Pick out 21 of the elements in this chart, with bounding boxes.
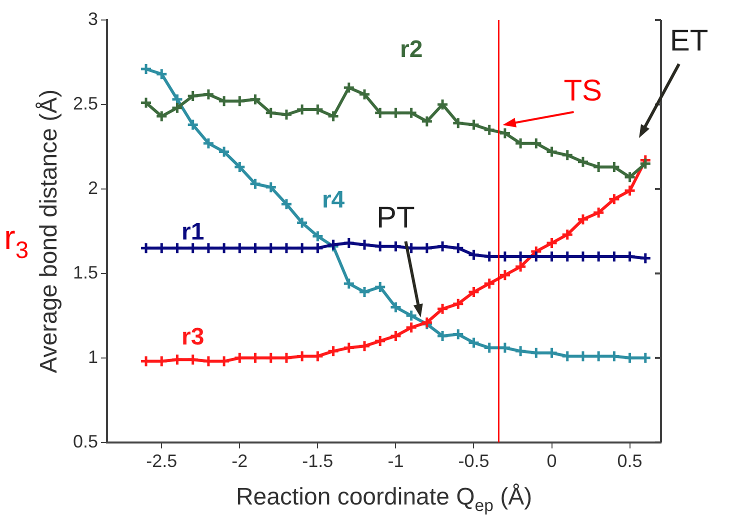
ref-line-label: TS [564, 74, 602, 108]
x-tick-label: -1.5 [302, 451, 334, 472]
x-tick-label: 0 [546, 451, 557, 472]
x-tick-label: -0.5 [458, 451, 490, 472]
series-label: r4 [322, 186, 346, 214]
y-tick-label: 2.5 [72, 93, 98, 114]
y-tick-label: 2 [88, 178, 98, 198]
y-tick-label: 3 [88, 8, 98, 29]
series-label: r1 [182, 218, 204, 246]
text: ET [670, 24, 708, 58]
annotation: PT [376, 202, 415, 235]
series-label: r3 [182, 323, 204, 350]
x-tick-label: -2 [232, 451, 248, 472]
y-tick-label: 1.5 [72, 262, 98, 282]
series-label: r2 [400, 36, 423, 64]
x-tick-label: -1 [388, 451, 404, 472]
y-tick-label: 1 [88, 346, 98, 367]
x-tick-label: 0.5 [617, 451, 642, 472]
y-tick-label: 0.5 [72, 431, 98, 452]
x-tick-label: -2.5 [146, 451, 178, 472]
y-axis-title: Average bond distance (Å) [36, 89, 63, 374]
